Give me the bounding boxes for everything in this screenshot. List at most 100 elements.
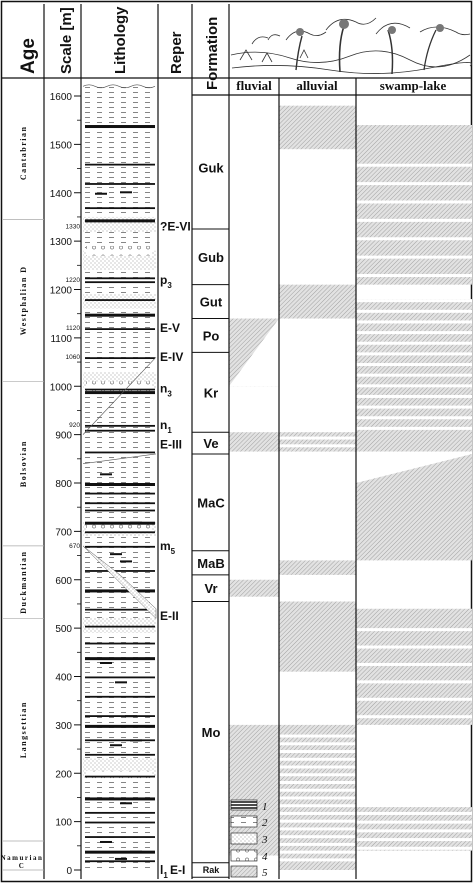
alluvial-interval xyxy=(279,560,356,575)
scale-tick-label: 1000 xyxy=(50,382,73,393)
alluvial-interval xyxy=(279,601,356,672)
white-band xyxy=(356,309,472,313)
scale-tick-label: 700 xyxy=(55,527,72,538)
white-band xyxy=(356,811,472,815)
stage-label: Cantabrian xyxy=(19,126,28,181)
coal-seam xyxy=(85,207,155,210)
white-band xyxy=(356,341,472,345)
coal-seam xyxy=(85,531,155,534)
scale-tick-label: 200 xyxy=(55,769,72,780)
formation-label: MaB xyxy=(197,556,224,571)
white-band xyxy=(279,359,356,363)
depth-marker-label: 670 xyxy=(69,543,80,550)
conglomerate-interval xyxy=(86,524,152,532)
white-band xyxy=(279,742,356,746)
white-band xyxy=(356,352,472,356)
coal-seam xyxy=(85,391,155,395)
white-band xyxy=(279,397,356,401)
scale-tick-label: 1600 xyxy=(50,92,73,103)
coal-lens xyxy=(120,560,132,563)
coal-seam xyxy=(85,676,155,679)
scale-tick-label: 500 xyxy=(55,624,72,635)
white-band xyxy=(279,835,356,839)
coal-lens xyxy=(95,192,107,195)
white-band xyxy=(356,820,472,824)
sandstone-interval xyxy=(83,294,156,309)
white-band xyxy=(279,444,356,448)
coal-seam xyxy=(85,313,155,317)
coal-seam xyxy=(85,357,155,360)
fluvial-transition xyxy=(229,318,279,387)
white-band xyxy=(279,513,356,517)
white-band xyxy=(279,788,356,792)
env-alluvial-label: alluvial xyxy=(296,78,338,93)
white-band xyxy=(279,366,356,370)
white-band xyxy=(356,645,472,649)
depth-marker-label: 1060 xyxy=(66,354,81,361)
scale-tick-label: 0 xyxy=(66,866,72,877)
stage-label: Langsettian xyxy=(19,701,28,758)
legend-label-1: 1 xyxy=(262,801,268,813)
coal-seam xyxy=(85,811,155,814)
coal-seam xyxy=(85,388,155,391)
coal-seam xyxy=(85,429,155,432)
scale-tick-label: 1200 xyxy=(50,286,73,297)
coal-seam xyxy=(85,724,155,728)
white-band xyxy=(279,765,356,769)
formation-column: Guk Gub Gut Po Kr Ve MaC MaB Vr Mo Rak xyxy=(192,160,229,878)
coal-seam xyxy=(85,608,155,611)
coal-lens xyxy=(100,473,112,476)
white-band xyxy=(356,331,472,335)
swamp-transition xyxy=(356,451,472,483)
coal-seam xyxy=(85,850,155,854)
white-band xyxy=(279,796,356,800)
white-band xyxy=(279,804,356,808)
correlation-line xyxy=(82,357,157,435)
formation-label: Mo xyxy=(202,725,221,740)
white-band xyxy=(229,683,279,687)
white-band xyxy=(279,500,356,504)
formation-label: Gub xyxy=(198,250,224,265)
conglomerate-interval xyxy=(86,245,152,256)
lithology-legend: 1 2 3 4 5 xyxy=(230,799,268,879)
white-band xyxy=(279,351,356,355)
coal-seam xyxy=(85,521,155,525)
white-band xyxy=(229,701,279,705)
coal-seam xyxy=(85,657,155,661)
white-band xyxy=(279,202,356,206)
white-band xyxy=(356,426,472,430)
reper-header: Reper xyxy=(168,31,185,74)
sandstone-wedge xyxy=(82,545,157,620)
depth-marker-label: 1330 xyxy=(66,224,81,231)
coal-seam xyxy=(85,163,155,166)
white-band xyxy=(229,692,279,696)
stage-label: Namurian xyxy=(1,854,44,862)
white-band xyxy=(279,780,356,784)
reper-label: E-IV xyxy=(160,350,183,364)
coal-seam xyxy=(85,328,155,330)
coal-seam xyxy=(85,589,155,593)
reper-label: E-III xyxy=(160,437,182,451)
scale-tick-label: 900 xyxy=(55,431,72,442)
white-band xyxy=(356,628,472,632)
white-band xyxy=(356,320,472,324)
coal-seam xyxy=(85,775,155,778)
formation-header: Formation xyxy=(204,17,221,90)
white-band xyxy=(356,299,472,303)
coal-seam xyxy=(85,715,155,717)
alluvial-interval xyxy=(279,284,356,319)
scale-tick-label: 100 xyxy=(55,818,72,829)
white-band xyxy=(279,413,356,417)
coal-seam xyxy=(85,797,155,801)
scale-tick-label: 1300 xyxy=(50,237,73,248)
white-band xyxy=(279,405,356,409)
white-band xyxy=(356,237,472,241)
swamp-lake-interval xyxy=(356,125,472,285)
white-band xyxy=(356,662,472,666)
white-band xyxy=(279,374,356,378)
legend-label-4: 4 xyxy=(262,851,268,863)
coal-lens xyxy=(130,850,142,853)
white-band xyxy=(279,473,356,477)
white-band xyxy=(279,527,356,531)
